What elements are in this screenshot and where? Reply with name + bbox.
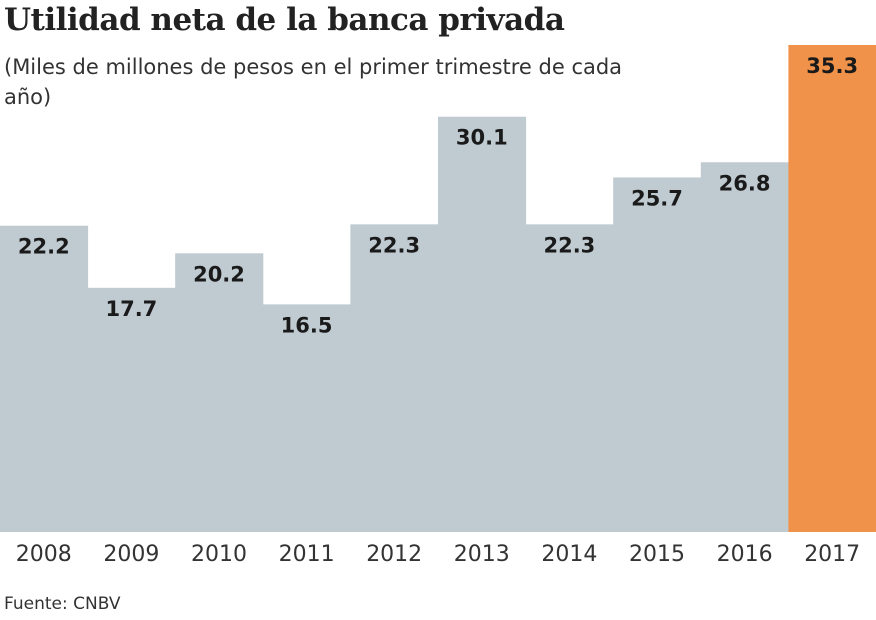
bar-2009 — [87, 287, 176, 532]
source-note: Fuente: CNBV — [4, 594, 121, 614]
x-tick-label-2012: 2012 — [366, 542, 422, 567]
bar-2015 — [613, 177, 702, 532]
data-label-2012: 22.3 — [368, 233, 420, 257]
bar-2013 — [438, 116, 527, 532]
x-tick-label-2016: 2016 — [717, 542, 773, 567]
data-label-2011: 16.5 — [281, 313, 333, 337]
x-tick-label-2017: 2017 — [804, 542, 860, 567]
data-label-2013: 30.1 — [456, 126, 508, 150]
x-tick-label-2011: 2011 — [279, 542, 335, 567]
data-label-2016: 26.8 — [719, 171, 771, 195]
bar-2016 — [700, 162, 789, 532]
x-tick-label-2015: 2015 — [629, 542, 685, 567]
data-label-2015: 25.7 — [631, 186, 683, 210]
bar-2011 — [262, 304, 351, 532]
data-label-2014: 22.3 — [543, 233, 595, 257]
x-tick-label-2013: 2013 — [454, 542, 510, 567]
data-label-2008: 22.2 — [18, 235, 70, 259]
x-tick-label-2010: 2010 — [191, 542, 247, 567]
data-label-2017: 35.3 — [806, 54, 858, 78]
chart-subtitle: (Miles de millones de pesos en el primer… — [4, 55, 623, 109]
x-tick-label-2008: 2008 — [16, 542, 72, 567]
bar-2014 — [525, 224, 614, 532]
data-label-2010: 20.2 — [193, 262, 245, 286]
chart-title: Utilidad neta de la banca privada — [4, 2, 565, 38]
bar-2017 — [788, 45, 876, 532]
bar-2012 — [350, 224, 439, 532]
x-tick-label-2009: 2009 — [103, 542, 159, 567]
bar-2010 — [175, 253, 264, 532]
x-tick-label-2014: 2014 — [541, 542, 597, 567]
bar-2008 — [0, 225, 89, 533]
data-label-2009: 17.7 — [105, 297, 157, 321]
